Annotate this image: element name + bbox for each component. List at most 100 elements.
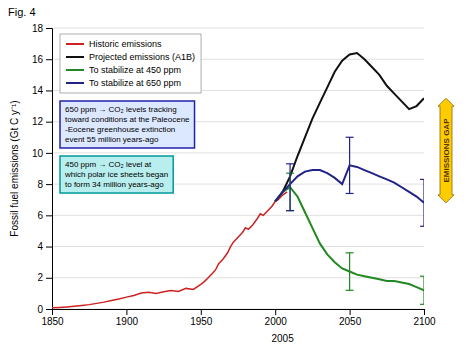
error-bar-cap [286,210,294,211]
y-tick-label: 6 [37,210,43,221]
y-tick-label: 2 [37,272,43,283]
annotation-line: toward conditions at the Paleocene [65,115,190,124]
x-tick-mark [275,309,276,315]
y-tick-label: 14 [32,85,44,96]
x-axis: 1850 1900 1950 2000 2050 2100 [41,309,436,327]
error-bar [346,253,354,290]
legend-swatch [66,82,84,84]
y-tick-mark [46,278,52,279]
error-bar-cap [420,276,424,277]
legend-label: Historic emissions [89,39,162,49]
x-tick-mark [424,309,425,315]
error-bar [420,179,424,226]
x-tick-label: 2050 [339,316,362,327]
year-label: 2005 [272,333,295,344]
x-tick: 2050 [339,309,362,327]
series-line [275,187,424,290]
legend-label: To stabilize at 450 ppm [89,65,181,75]
y-tick-label: 10 [32,148,44,159]
annotation-line: 450 ppm → CO₂ level at [65,160,152,169]
annotation: 650 ppm → CO₂ levels trackingtoward cond… [65,105,190,144]
legend-swatch [66,69,84,71]
legend-swatch [66,43,84,45]
error-bar-cap [346,252,354,253]
y-tick: 2 [37,272,52,283]
x-tick-label: 1900 [116,316,139,327]
annotation-box: 450 ppm → CO₂ level atwhich polar ice sh… [60,156,173,193]
legend: Historic emissions Projected emissions (A… [60,34,201,93]
x-tick: 1850 [41,309,64,327]
y-tick: 10 [32,148,52,159]
x-tick-mark [350,309,351,315]
y-tick-mark [46,59,52,60]
error-bar-cap [346,290,354,291]
chart: Fig. 41850190019502000205021000246810121… [0,0,468,351]
annotation-line: 650 ppm → CO₂ levels tracking [65,105,177,114]
x-tick-label: 1850 [41,316,64,327]
error-bar [420,276,424,304]
y-tick: 0 [37,304,52,315]
y-tick-mark [46,90,52,91]
error-bar-cap [346,193,354,194]
x-tick-label: 1950 [190,316,213,327]
annotation-line: -Eocene greenhouse extinction [65,125,175,134]
y-axis-line [46,29,53,310]
annotation-line: to form 34 million years-ago [65,180,164,189]
y-tick-mark [46,153,52,154]
y-tick-mark [46,28,52,29]
error-bar-stem [423,179,424,226]
x-tick-mark [126,309,127,315]
y-tick: 18 [32,23,52,34]
x-tick: 1950 [190,309,213,327]
error-bar-cap [420,179,424,180]
error-bar-stem [289,164,290,211]
y-axis-label: Fossil fuel emissions (Gt C y⁻¹) [9,100,20,236]
x-tick: 2000 [265,309,288,327]
legend-label: Projected emissions (A1B) [89,52,195,62]
annotation-frame [60,156,173,193]
y-tick: 4 [37,241,52,252]
legend-box [60,34,201,93]
series-line [52,192,287,308]
y-tick-mark [46,215,52,216]
error-bar-cap [346,137,354,138]
plot: 1850 1900 1950 2000 2050 2100 0 2 4 6 8 10 12 14 16 18 H… [32,23,454,344]
error-bar-cap [420,304,424,305]
annotation-box: 650 ppm → CO₂ levels trackingtoward cond… [60,101,195,148]
error-bar-cap [420,226,424,227]
y-tick-mark [46,309,52,310]
y-tick: 16 [32,54,52,65]
grid [52,28,424,309]
annotation-frame [60,101,195,148]
error-bar [286,164,294,211]
y-tick-label: 12 [32,116,44,127]
y-tick: 8 [37,179,52,190]
grid-line [52,152,424,153]
x-tick-mark [201,309,202,315]
error-bar-stem [349,137,350,193]
y-tick-mark [46,184,52,185]
y-tick-label: 0 [37,304,43,315]
annotation: 450 ppm → CO₂ level atwhich polar ice sh… [64,160,168,189]
error-bar [346,137,354,193]
x-tick-label: 2000 [265,316,288,327]
title: Fig. 4 [8,6,36,18]
annotation-line: which polar ice sheets began [64,170,168,179]
grid-line [52,215,424,216]
y-tick-label: 16 [32,54,44,65]
y-tick-mark [46,122,52,123]
x-tick-label: 2100 [413,316,436,327]
grid-line [52,28,424,29]
x-tick: 1900 [116,309,139,327]
y-tick-label: 18 [32,23,44,34]
x-tick: 2100 [413,309,436,327]
y-tick: 6 [37,210,52,221]
y-axis: 0 2 4 6 8 10 12 14 16 18 [32,23,53,315]
error-bar-cap [286,210,294,211]
error-bar-stem [349,253,350,290]
error-bar-cap [286,163,294,164]
x-axis-line [53,310,425,316]
y-tick-mark [46,247,52,248]
grid-line [52,246,424,247]
y-tick-label: 8 [37,179,43,190]
